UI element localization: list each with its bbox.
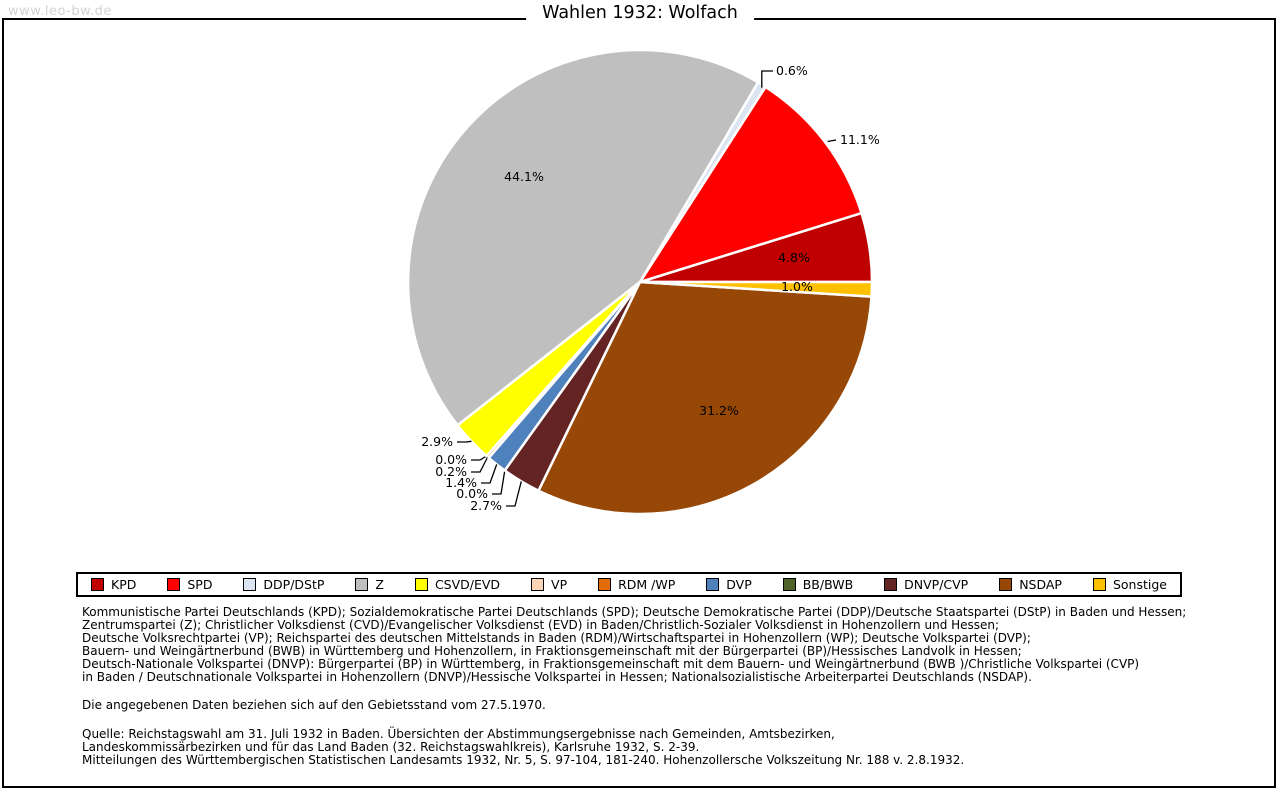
slice-label-spd: 11.1% [840, 132, 880, 147]
legend-item-nsdap: NSDAP [999, 577, 1062, 592]
legend: KPD SPD DDP/DStP Z CSVD/EVD VP RDM /WP DVP BB/BW… [76, 572, 1182, 597]
legend-swatch-vp [531, 578, 545, 591]
legend-label-spd: SPD [187, 577, 213, 592]
source-line: Landeskommissärbezirken und für das Land… [82, 739, 700, 754]
slice-label-rdm-wp: 0.2% [435, 464, 467, 479]
party-description-line: Deutsche Volksrechtpartei (VP); Reichspa… [82, 631, 1031, 646]
label-leader-line [471, 455, 487, 461]
party-description-line: Kommunistische Partei Deutschlands (KPD)… [82, 605, 1187, 619]
label-leader-line [761, 70, 773, 88]
legend-swatch-sonstige [1092, 578, 1106, 591]
legend-swatch-dvp [706, 578, 720, 591]
legend-swatch-bb-bwb [782, 578, 796, 591]
label-leader-line [827, 139, 837, 143]
slice-label-bb-bwb: 0.0% [456, 486, 488, 501]
legend-label-nsdap: NSDAP [1019, 577, 1062, 592]
legend-swatch-dnvp-cvp [884, 578, 898, 591]
legend-item-rdm-wp: RDM /WP [598, 577, 675, 592]
legend-item-dnvp-cvp: DNVP/CVP [884, 577, 968, 592]
legend-label-dnvp-cvp: DNVP/CVP [904, 577, 969, 592]
watermark: www.leo-bw.de [8, 4, 112, 19]
label-leader-line [492, 470, 506, 495]
label-leader-line [506, 481, 522, 507]
slice-label-ddp-dstp: 0.6% [776, 63, 808, 78]
legend-item-spd: SPD [167, 577, 212, 592]
legend-swatch-z [355, 578, 369, 591]
party-description-line: Bauern- und Weingärtnerbund (BWB) in Wür… [82, 644, 1022, 659]
legend-item-bb-bwb: BB/BWB [782, 577, 854, 592]
page-title: Wahlen 1932: Wolfach [526, 3, 754, 23]
legend-swatch-csvd-evd [414, 578, 428, 591]
legend-item-vp: VP [531, 577, 567, 592]
slice-label-dnvp-cvp: 2.7% [470, 498, 502, 513]
pie-slice-nsdap [536, 280, 873, 516]
legend-label-bb-bwb: BB/BWB [802, 577, 854, 592]
legend-swatch-ddp-dstp [243, 578, 257, 591]
party-description-line: Zentrumspartei (Z); Christlicher Volksdi… [82, 618, 1000, 633]
slice-label-kpd: 4.8% [778, 250, 810, 265]
slice-label-vp: 0.0% [435, 452, 467, 467]
legend-item-csvd-evd: CSVD/EVD [414, 577, 501, 592]
legend-item-z: Z [355, 577, 384, 592]
legend-label-dvp: DVP [726, 577, 752, 592]
legend-item-ddp-dstp: DDP/DStP [243, 577, 324, 592]
legend-item-kpd: KPD [91, 577, 136, 592]
slice-label-dvp: 1.4% [445, 475, 477, 490]
slice-label-nsdap: 31.2% [699, 403, 739, 418]
legend-label-sonstige: Sonstige [1112, 577, 1167, 592]
pie-slice-spd [637, 85, 864, 285]
party-description-line: in Baden / Deutschnationale Volkspartei … [82, 670, 1032, 685]
party-description-line: Deutsch-Nationale Volkspartei (DNVP): Bü… [82, 657, 1140, 672]
data-note: Die angegebenen Daten beziehen sich auf … [82, 697, 546, 712]
legend-label-vp: VP [551, 577, 568, 592]
slice-label-z: 44.1% [504, 169, 544, 184]
source-line: Quelle: Reichstagswahl am 31. Juli 1932 … [82, 726, 835, 741]
label-leader-line [457, 440, 472, 443]
footnotes: Kommunistische Partei Deutschlands (KPD)… [82, 605, 1268, 767]
legend-label-csvd-evd: CSVD/EVD [434, 577, 501, 592]
legend-label-z: Z [375, 577, 384, 592]
legend-label-rdm-wp: RDM /WP [618, 577, 676, 592]
legend-swatch-kpd [91, 578, 104, 591]
slice-label-sonstige: 1.0% [781, 279, 813, 294]
party-descriptions: Kommunistische Partei Deutschlands (KPD)… [82, 605, 1268, 685]
label-leader-line [481, 464, 498, 484]
slice-label-csvd-evd: 2.9% [421, 434, 453, 449]
legend-swatch-rdm-wp [598, 578, 612, 591]
legend-item-dvp: DVP [706, 577, 752, 592]
source-line: Mitteilungen des Württembergischen Stati… [82, 752, 965, 767]
pie-slice-sonstige [639, 280, 874, 298]
legend-swatch-nsdap [999, 578, 1013, 591]
source-citation: Quelle: Reichstagswahl am 31. Juli 1932 … [82, 726, 1268, 767]
legend-label-kpd: KPD [111, 577, 137, 592]
pie-slice-z [406, 48, 760, 428]
legend-label-ddp-dstp: DDP/DStP [263, 577, 325, 592]
label-leader-line [471, 456, 489, 473]
legend-item-sonstige: Sonstige [1092, 577, 1167, 592]
legend-swatch-spd [167, 578, 181, 591]
